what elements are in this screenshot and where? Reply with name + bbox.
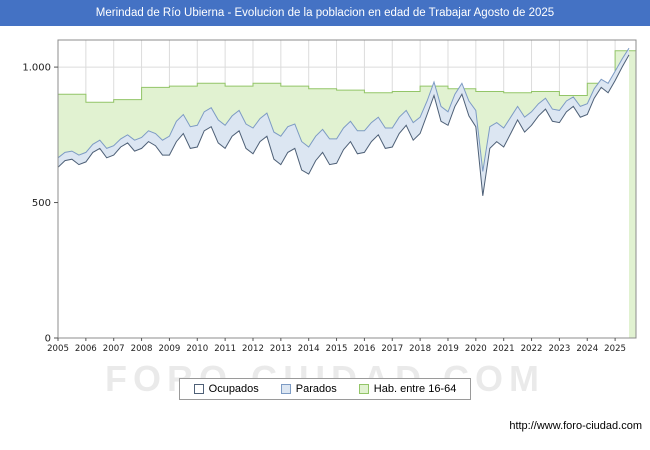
chart-page: Merindad de Río Ubierna - Evolucion de l… (0, 0, 650, 432)
svg-text:2012: 2012 (242, 344, 264, 354)
title-bar: Merindad de Río Ubierna - Evolucion de l… (0, 0, 650, 26)
svg-text:2007: 2007 (103, 344, 125, 354)
svg-text:2013: 2013 (270, 344, 292, 354)
svg-text:2008: 2008 (131, 344, 153, 354)
footer-url[interactable]: http://www.foro-ciudad.com (509, 420, 642, 432)
legend-swatch-parados (280, 384, 291, 394)
svg-text:2017: 2017 (381, 344, 403, 354)
svg-text:2010: 2010 (186, 344, 208, 354)
svg-text:2006: 2006 (75, 344, 97, 354)
legend: Ocupados Parados Hab. entre 16-64 (0, 378, 650, 400)
chart-svg: 2005 2006 2007 2008 2009 2010 2011 2012 2013 2014… (22, 39, 637, 354)
legend-item-hab-16-64: Hab. entre 16-64 (358, 383, 457, 395)
legend-label-ocupados: Ocupados (208, 383, 259, 395)
legend-swatch-ocupados (193, 384, 204, 394)
svg-text:2019: 2019 (437, 344, 459, 354)
svg-text:2009: 2009 (158, 344, 180, 354)
svg-text:2020: 2020 (465, 344, 487, 354)
svg-text:2023: 2023 (548, 344, 570, 354)
svg-text:0: 0 (45, 334, 51, 345)
legend-item-ocupados: Ocupados (193, 383, 259, 395)
svg-text:2018: 2018 (409, 344, 431, 354)
svg-text:2021: 2021 (493, 344, 515, 354)
svg-text:2014: 2014 (298, 344, 320, 354)
svg-text:1.000: 1.000 (22, 63, 51, 74)
svg-text:2011: 2011 (214, 344, 236, 354)
svg-text:2005: 2005 (47, 344, 69, 354)
svg-text:2024: 2024 (576, 344, 598, 354)
legend-label-hab-16-64: Hab. entre 16-64 (373, 383, 457, 395)
svg-text:2022: 2022 (521, 344, 543, 354)
svg-text:2016: 2016 (353, 344, 375, 354)
svg-text:500: 500 (32, 198, 51, 209)
legend-label-parados: Parados (295, 383, 337, 395)
svg-text:2025: 2025 (604, 344, 626, 354)
chart-area: 2005 2006 2007 2008 2009 2010 2011 2012 2013 2014… (0, 26, 650, 356)
svg-text:2015: 2015 (326, 344, 348, 354)
legend-swatch-hab-16-64 (358, 384, 369, 394)
legend-box: Ocupados Parados Hab. entre 16-64 (178, 378, 472, 400)
page-title: Merindad de Río Ubierna - Evolucion de l… (95, 7, 555, 19)
legend-item-parados: Parados (280, 383, 337, 395)
